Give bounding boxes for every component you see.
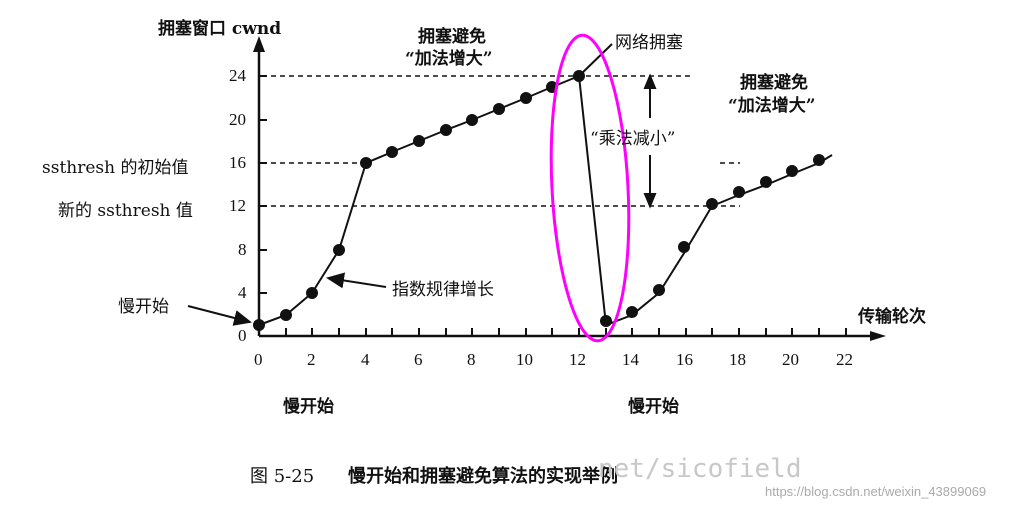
watermark-url: https://blog.csdn.net/weixin_43899069 [765, 484, 987, 499]
y-axis-label: 拥塞窗口 cwnd [158, 19, 282, 39]
x-tick-label: 6 [414, 350, 423, 369]
x-tick-label: 22 [836, 350, 853, 369]
x-tick-label: 16 [676, 350, 693, 369]
x-tick-label: 2 [307, 350, 316, 369]
ssthresh-new-label: 新的 ssthresh 值 [58, 201, 193, 221]
slow-start-phase-label-2: 慢开始 [628, 397, 679, 417]
slow-start-phase-label-1: 慢开始 [283, 397, 334, 417]
x-tick-label: 14 [622, 350, 639, 369]
data-points [253, 70, 825, 331]
exp-growth-annotation: 指数规律增长 [392, 280, 494, 300]
congestion-avoidance-label-1: 拥塞避免 [418, 27, 486, 47]
ssthresh-initial-label: ssthresh 的初始值 [42, 158, 189, 178]
y-tick-label: 20 [229, 110, 246, 129]
network-congestion-label: 网络拥塞 [615, 33, 683, 53]
watermark-text: net/sicofield [598, 454, 802, 484]
x-tick-label: 4 [361, 350, 370, 369]
reference-lines [262, 75, 740, 207]
congestion-pointer [578, 43, 613, 77]
y-tick-label: 16 [229, 153, 246, 172]
y-axis-arrow-icon [253, 36, 265, 52]
y-tick-label: 4 [238, 283, 247, 302]
x-axis-label: 传输轮次 [858, 307, 926, 327]
figure-number: 图 5-25 [250, 466, 315, 487]
x-axis-arrow-icon [870, 331, 886, 341]
y-tick-label: 24 [229, 66, 246, 85]
x-tick-label: 18 [729, 350, 746, 369]
cwnd-line [258, 74, 820, 327]
congestion-avoidance-label-2: 拥塞避免 [740, 73, 808, 93]
exp-growth-pointer [326, 272, 387, 289]
slow-start-pointer [187, 305, 252, 326]
x-tick-label: 20 [782, 350, 799, 369]
additive-increase-label-2: “加法增大” [728, 96, 816, 116]
y-tick-label: 0 [238, 326, 247, 345]
y-tick-label: 12 [229, 196, 246, 215]
x-tick-label: 8 [467, 350, 476, 369]
y-tick-label: 8 [238, 240, 247, 259]
mult-decrease-arrow [643, 73, 657, 209]
figure-caption: 慢开始和拥塞避免算法的实现举例 [348, 466, 618, 487]
highlight-ellipse [549, 33, 631, 343]
x-ticks [285, 328, 847, 336]
slow-start-annotation: 慢开始 [118, 297, 169, 317]
x-tick-label: 0 [254, 350, 263, 369]
x-tick-label: 12 [569, 350, 586, 369]
additive-increase-label-1: “加法增大” [405, 49, 493, 69]
mult-decrease-label: “乘法减小” [590, 129, 676, 149]
x-tick-label: 10 [516, 350, 533, 369]
